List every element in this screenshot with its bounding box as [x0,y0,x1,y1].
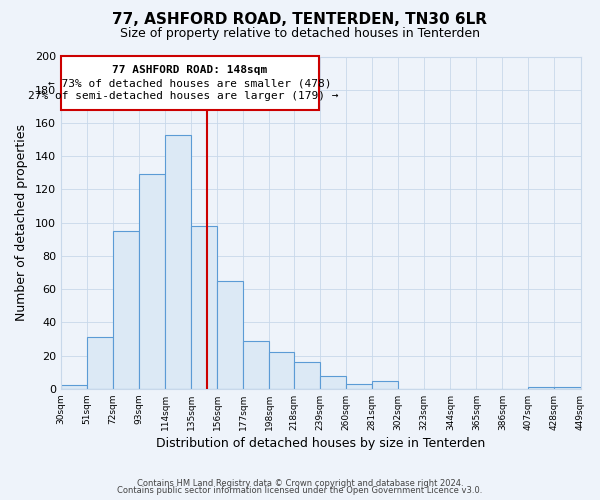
Bar [165,134,191,389]
Text: Contains HM Land Registry data © Crown copyright and database right 2024.: Contains HM Land Registry data © Crown c… [137,478,463,488]
X-axis label: Distribution of detached houses by size in Tenterden: Distribution of detached houses by size … [156,437,485,450]
Bar [191,226,217,389]
Bar [243,340,269,389]
Text: Contains public sector information licensed under the Open Government Licence v3: Contains public sector information licen… [118,486,482,495]
Bar [320,376,346,389]
Bar [294,362,320,389]
Text: ← 73% of detached houses are smaller (478): ← 73% of detached houses are smaller (47… [48,78,332,88]
Bar [61,386,87,389]
Bar [554,387,581,389]
Bar [139,174,165,389]
Bar [61,56,319,110]
Text: Size of property relative to detached houses in Tenterden: Size of property relative to detached ho… [120,28,480,40]
Bar [269,352,294,389]
Text: 27% of semi-detached houses are larger (179) →: 27% of semi-detached houses are larger (… [28,92,339,102]
Text: 77 ASHFORD ROAD: 148sqm: 77 ASHFORD ROAD: 148sqm [112,65,268,75]
Bar [217,281,243,389]
Y-axis label: Number of detached properties: Number of detached properties [15,124,28,321]
Bar [372,380,398,389]
Bar [346,384,372,389]
Text: 77, ASHFORD ROAD, TENTERDEN, TN30 6LR: 77, ASHFORD ROAD, TENTERDEN, TN30 6LR [113,12,487,28]
Bar [113,231,139,389]
Bar [87,338,113,389]
Bar [529,387,554,389]
